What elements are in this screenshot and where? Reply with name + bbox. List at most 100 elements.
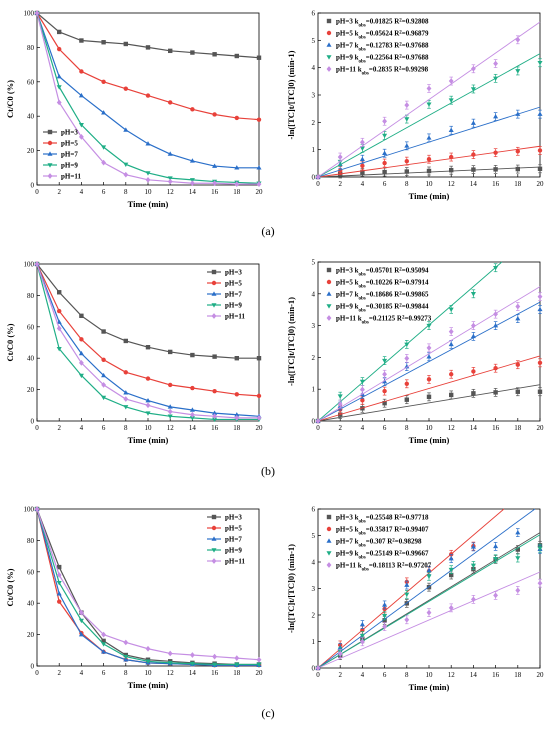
data-point <box>57 564 62 570</box>
data-point <box>537 546 543 551</box>
data-point <box>315 418 321 424</box>
y-axis-label: Ct/C0 (%) <box>5 568 15 606</box>
data-point <box>360 627 365 633</box>
y-tick-label: 2 <box>312 612 316 620</box>
data-point <box>382 618 387 623</box>
legend-label: pH=5 kobs=0.35817 R2=0.99407 <box>336 526 429 537</box>
legend-label: pH=5 kobs=0.05624 R2=0.96879 <box>336 30 429 41</box>
data-point <box>426 609 432 616</box>
data-point <box>449 154 454 160</box>
data-point <box>426 377 432 382</box>
series-pH=3 <box>34 10 262 60</box>
data-point <box>515 547 520 552</box>
data-point <box>359 379 365 385</box>
data-point <box>101 638 106 644</box>
data-point <box>470 87 476 92</box>
legend: pH=3 pH=5 pH=7 pH=9 pH=11 <box>43 129 81 181</box>
data-point <box>189 180 195 187</box>
x-tick-label: 10 <box>145 188 153 196</box>
data-point <box>212 653 218 660</box>
x-tick-label: 18 <box>233 188 241 196</box>
data-point <box>493 167 498 172</box>
data-point <box>256 393 262 399</box>
data-point <box>449 572 454 578</box>
data-point <box>57 29 62 35</box>
data-point <box>101 40 106 45</box>
data-point <box>470 292 476 297</box>
data-point <box>234 356 239 361</box>
x-tick-label: 20 <box>256 669 264 677</box>
data-point <box>404 355 410 362</box>
x-tick-label: 10 <box>426 180 434 188</box>
fit-line <box>317 21 541 178</box>
x-tick-label: 16 <box>211 424 219 432</box>
data-point <box>189 652 195 658</box>
data-point <box>426 135 432 140</box>
legend-label: pH=7 kobs=0.12783 R2=0.97688 <box>336 42 429 53</box>
data-point <box>449 167 454 173</box>
data-point <box>56 591 62 596</box>
data-point <box>471 369 476 374</box>
data-point <box>315 665 321 671</box>
data-point <box>78 360 84 366</box>
panel-label-a: (a) <box>261 224 274 238</box>
data-point <box>234 412 240 417</box>
x-tick-label: 8 <box>124 669 128 677</box>
data-point <box>101 372 107 378</box>
data-point <box>212 417 218 423</box>
data-point <box>34 506 40 512</box>
legend-marker <box>211 291 217 296</box>
series-pH=11 <box>34 10 262 187</box>
data-point <box>212 410 218 415</box>
data-point <box>448 555 454 561</box>
y-tick-label: 40 <box>27 113 35 121</box>
x-tick-label: 20 <box>537 424 545 432</box>
data-point <box>471 391 476 396</box>
x-tick-label: 0 <box>35 188 39 196</box>
legend-marker <box>211 536 217 541</box>
data-point <box>515 315 521 321</box>
data-point <box>493 60 499 67</box>
data-point <box>382 623 388 630</box>
y-axis-label: -ln([TC]t/[TC]0) (min-1) <box>286 297 296 386</box>
y-axis-label: Ct/C0 (%) <box>5 80 15 118</box>
plot-frame <box>36 12 260 186</box>
x-tick-label: 4 <box>361 424 365 432</box>
data-point <box>57 599 62 604</box>
data-point <box>359 156 365 161</box>
data-point <box>256 662 262 668</box>
x-tick-label: 6 <box>383 180 387 188</box>
x-tick-label: 10 <box>145 669 153 677</box>
data-point <box>167 176 173 181</box>
data-point <box>78 609 84 616</box>
x-tick-label: 14 <box>470 180 478 188</box>
x-tick-label: 20 <box>537 180 545 188</box>
data-point <box>359 621 365 627</box>
legend-marker <box>326 30 332 36</box>
legend-marker <box>326 66 332 72</box>
data-point <box>404 397 409 402</box>
data-point <box>493 366 498 371</box>
y-axis-label: -ln([TC]t/[TC]0) (min-1) <box>286 544 296 633</box>
x-tick-label: 12 <box>167 424 175 432</box>
x-tick-label: 0 <box>35 669 39 677</box>
legend-marker <box>211 558 217 564</box>
legend-marker <box>326 562 332 568</box>
series-pH=3 <box>34 261 262 361</box>
data-point <box>101 145 107 150</box>
x-tick-label: 12 <box>448 180 456 188</box>
y-axis-label: -ln([TC]t/[TC]0) (min-1) <box>286 50 296 139</box>
fit-line <box>317 53 541 178</box>
x-tick-label: 6 <box>383 424 387 432</box>
data-point <box>256 181 262 187</box>
data-point <box>426 168 432 174</box>
data-point <box>426 157 432 162</box>
data-point <box>101 79 106 85</box>
y-tick-label: 1 <box>312 386 316 394</box>
data-point <box>167 650 173 657</box>
data-point <box>101 382 107 388</box>
data-point <box>359 633 365 639</box>
data-point <box>337 401 343 408</box>
